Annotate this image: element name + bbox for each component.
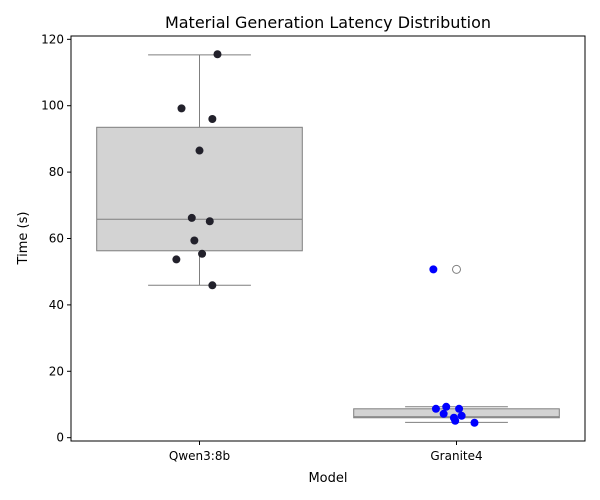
x-tick-label: Qwen3:8b	[169, 449, 230, 463]
y-tick-label: 0	[56, 431, 64, 445]
data-point	[190, 236, 199, 245]
data-point	[205, 217, 214, 226]
x-axis-label: Model	[308, 471, 347, 486]
data-point	[455, 404, 464, 413]
data-point	[429, 265, 438, 274]
y-tick-label: 60	[49, 232, 64, 246]
y-tick-label: 20	[49, 364, 64, 378]
y-tick-label: 120	[41, 32, 64, 46]
data-point	[172, 255, 181, 264]
chart-title: Material Generation Latency Distribution	[165, 13, 491, 32]
y-tick-label: 100	[41, 99, 64, 113]
data-point	[457, 411, 466, 420]
data-point	[213, 50, 222, 59]
data-point	[208, 114, 217, 123]
data-point	[195, 146, 204, 155]
data-point	[470, 418, 479, 427]
box-granite4	[353, 264, 560, 427]
data-point	[198, 249, 207, 258]
data-point	[439, 409, 448, 418]
data-point	[208, 281, 217, 290]
outlier-point	[452, 264, 461, 274]
x-tick-label: Granite4	[430, 449, 482, 463]
plot-frame	[70, 35, 586, 442]
data-point	[187, 213, 196, 222]
data-point	[451, 416, 460, 425]
box-qwen38b	[96, 50, 303, 290]
data-point	[431, 404, 440, 413]
iqr-box	[96, 126, 303, 252]
y-axis-label: Time (s)	[16, 212, 31, 266]
y-tick-label: 80	[49, 165, 64, 179]
data-point	[442, 402, 451, 411]
y-tick-label: 40	[49, 298, 64, 312]
data-point	[177, 104, 186, 113]
